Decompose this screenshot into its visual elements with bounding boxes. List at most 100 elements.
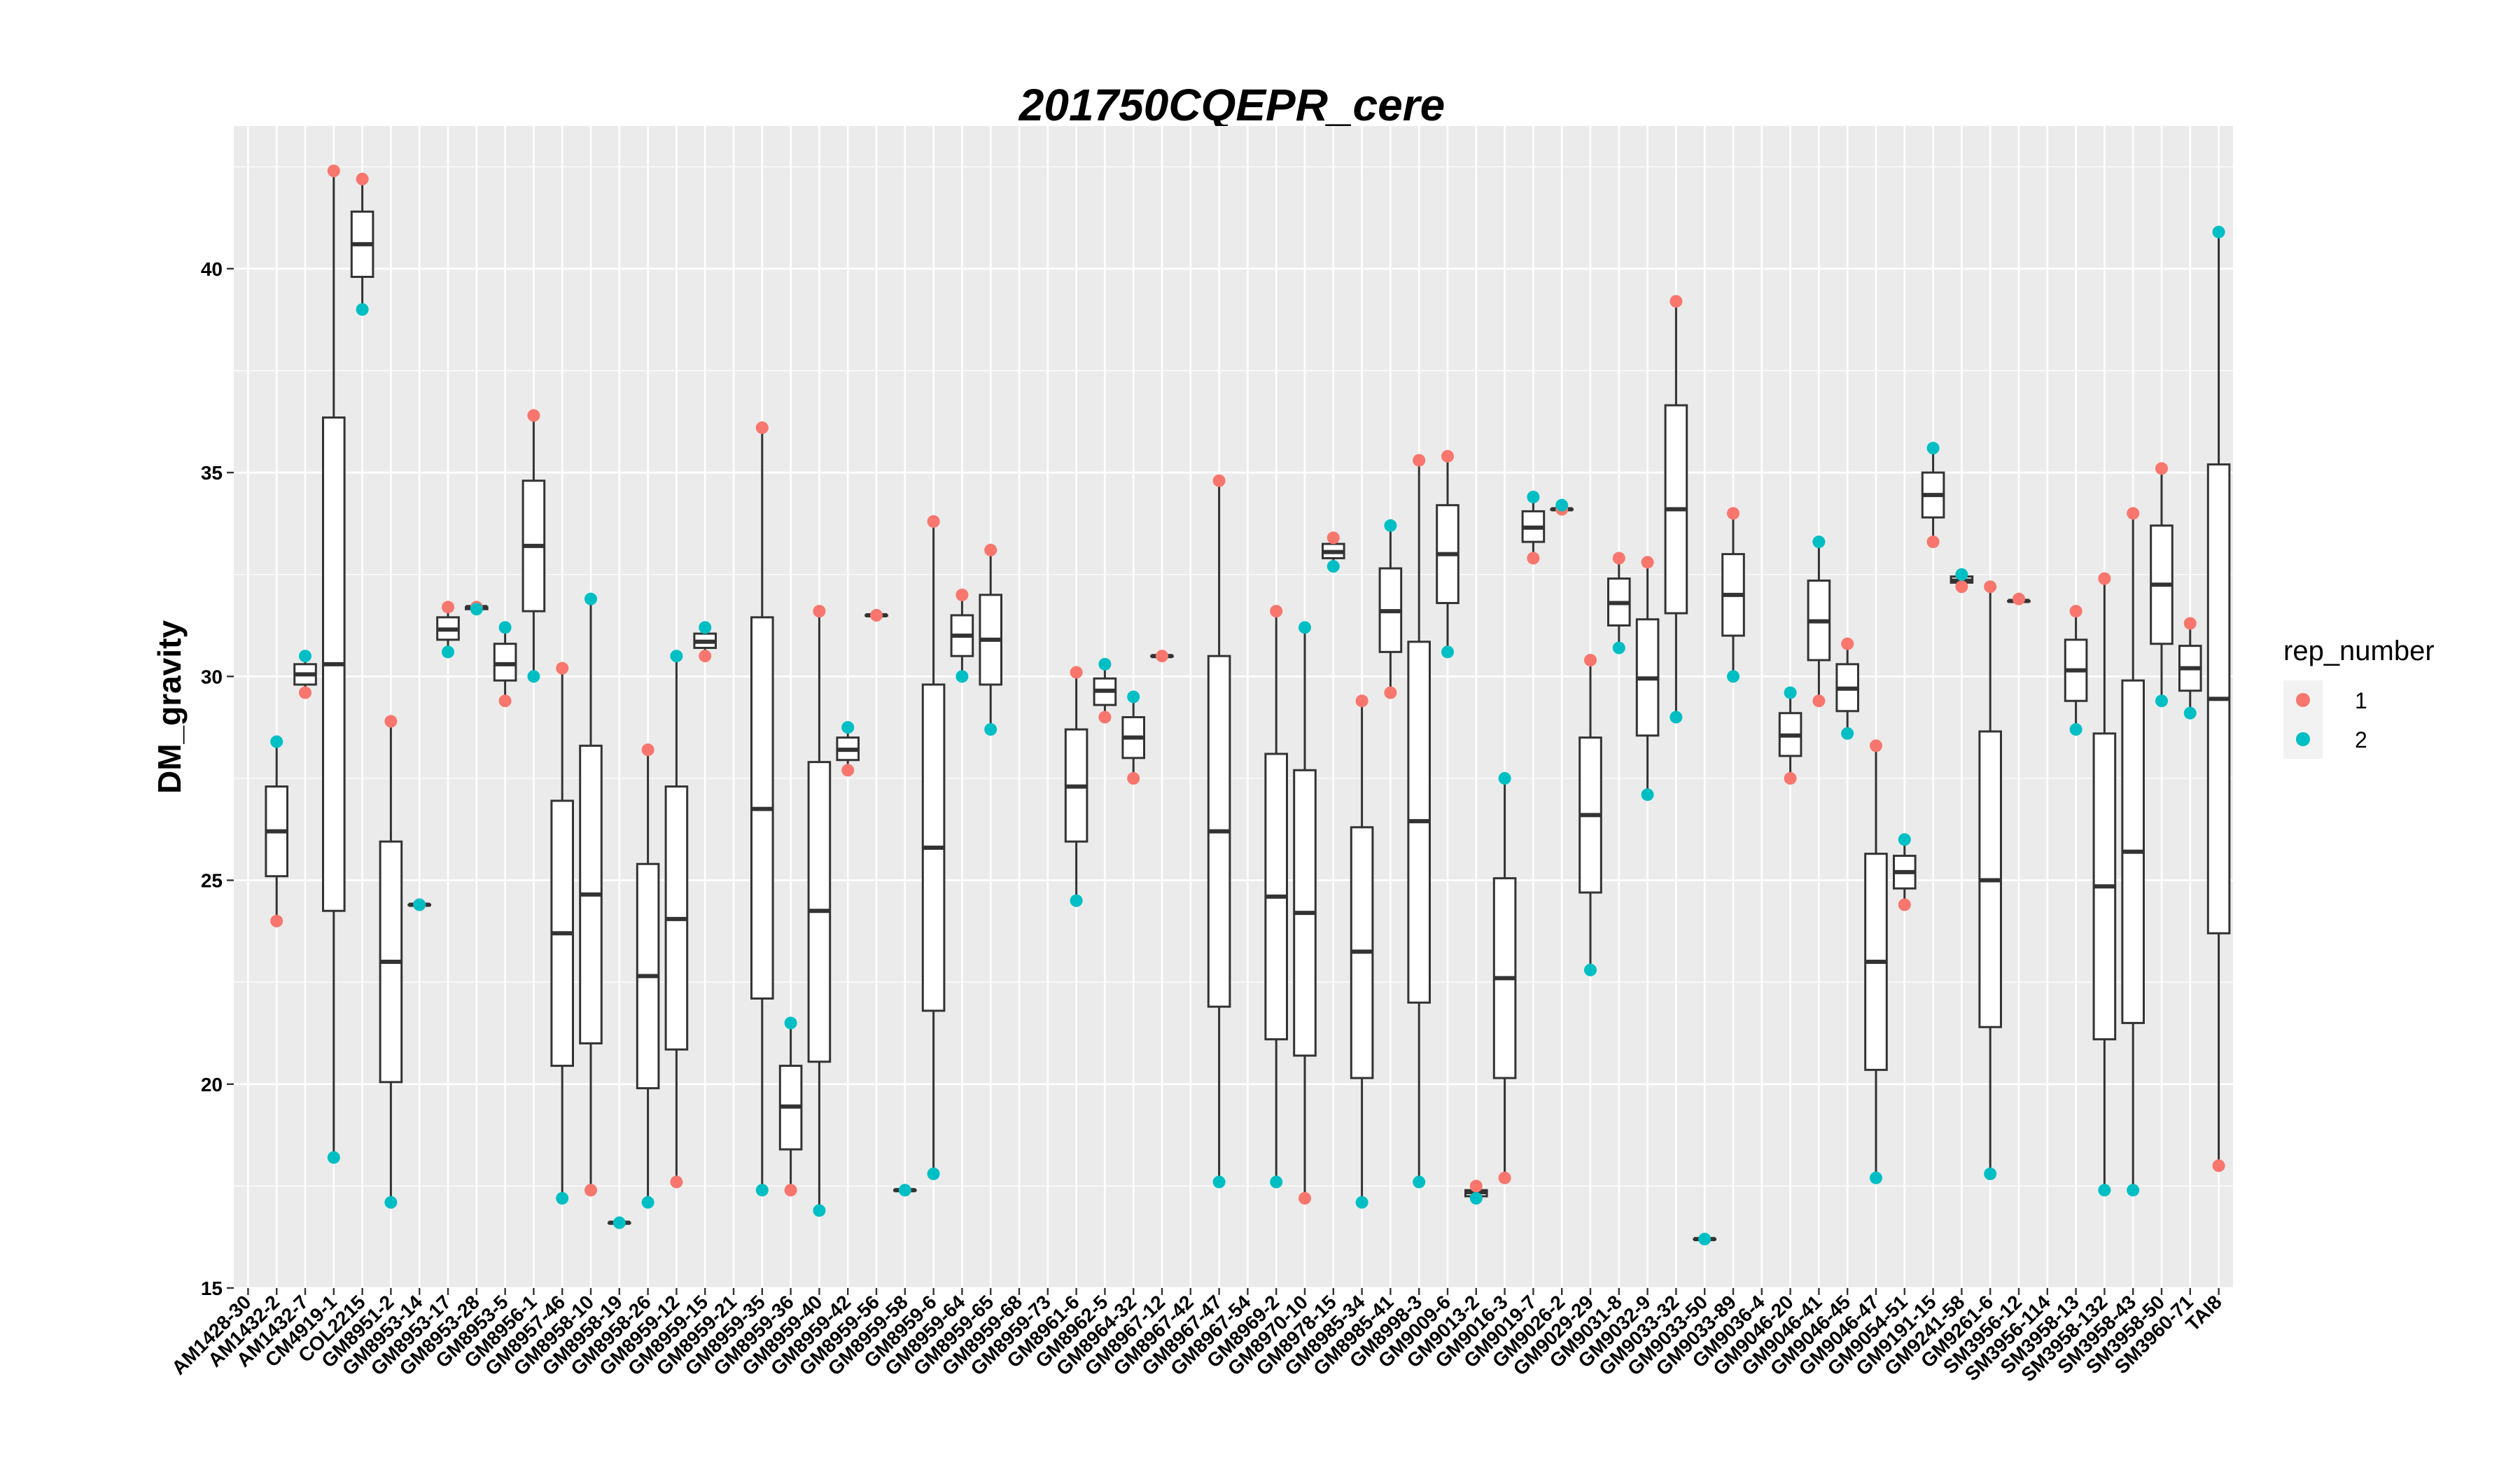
data-point-rep-2 (1727, 670, 1740, 683)
y-tick-label: 35 (201, 462, 223, 484)
boxplot (1578, 660, 1602, 970)
legend-label-1: 1 (2355, 688, 2367, 713)
data-point-rep-1 (442, 601, 454, 614)
boxplot (836, 727, 860, 771)
data-point-rep-1 (1727, 507, 1740, 520)
data-point-rep-1 (1670, 295, 1683, 308)
data-point-rep-2 (2212, 225, 2225, 239)
data-point-rep-1 (2012, 592, 2025, 606)
legend-label-2: 2 (2355, 727, 2367, 752)
data-point-rep-2 (1670, 710, 1683, 724)
y-tick-label: 40 (201, 258, 223, 280)
data-point-rep-1 (755, 421, 769, 435)
data-point-rep-2 (955, 670, 969, 683)
data-point-rep-2 (2155, 694, 2168, 708)
data-point-rep-2 (1812, 536, 1826, 549)
data-point-rep-2 (1270, 1175, 1283, 1189)
chart-title: 201750CQEPR_cere (1018, 80, 1445, 130)
data-point-rep-2 (2127, 1184, 2140, 1197)
data-point-rep-2 (641, 1196, 654, 1209)
data-point-rep-2 (813, 1204, 826, 1217)
data-point-rep-1 (1498, 1171, 1511, 1184)
data-point-rep-2 (2098, 1184, 2111, 1197)
y-tick-label: 25 (201, 870, 223, 892)
data-point-rep-2 (1841, 727, 1854, 740)
data-point-rep-1 (270, 914, 284, 927)
data-point-rep-1 (1441, 449, 1454, 463)
data-point-rep-1 (1870, 739, 1882, 752)
data-point-rep-1 (984, 543, 997, 556)
data-point-rep-1 (1812, 694, 1826, 708)
data-point-rep-1 (1527, 552, 1540, 565)
data-point-rep-1 (356, 172, 369, 186)
data-point-rep-2 (1070, 894, 1083, 907)
boxplot (1635, 562, 1660, 795)
data-point-rep-1 (1413, 454, 1426, 467)
boxplot (1978, 587, 2002, 1174)
data-point-rep-2 (442, 645, 454, 659)
data-points (270, 164, 2225, 1246)
data-point-rep-2 (2183, 706, 2197, 720)
data-point-rep-1 (1784, 771, 1797, 785)
data-point-rep-1 (1326, 531, 1340, 545)
legend-key-1 (2296, 693, 2310, 707)
data-point-rep-2 (927, 1167, 940, 1180)
boxplot (2064, 611, 2088, 730)
y-tick-label: 15 (201, 1278, 223, 1299)
data-point-rep-1 (841, 764, 855, 777)
data-point-rep-1 (1156, 650, 1168, 663)
boxplot (2150, 468, 2174, 701)
data-point-rep-2 (299, 650, 312, 663)
data-point-rep-1 (1926, 536, 1940, 549)
data-point-rep-2 (327, 1151, 340, 1164)
data-point-rep-1 (384, 715, 398, 728)
data-point-rep-1 (1984, 580, 1997, 594)
y-axis-label: DM_gravity (151, 620, 188, 794)
plot-panel (234, 126, 2233, 1289)
boxplot (1864, 746, 1888, 1178)
data-point-rep-2 (1641, 788, 1654, 802)
legend-title: rep_number (2283, 636, 2435, 666)
boxplot (1807, 542, 1831, 701)
boxplot (1921, 448, 1945, 542)
boxplot (579, 598, 603, 1191)
boxplot (1521, 497, 1546, 559)
boxplot (1264, 611, 1289, 1182)
data-point-rep-1 (527, 409, 540, 422)
boxplot (379, 721, 403, 1203)
boxplot (493, 627, 517, 701)
boxplot (1350, 701, 1374, 1203)
data-point-rep-2 (270, 735, 284, 748)
data-point-rep-1 (1841, 637, 1854, 650)
boxplot (750, 428, 774, 1191)
boxplot (778, 1023, 803, 1191)
data-point-rep-1 (1127, 771, 1140, 785)
data-point-rep-2 (1098, 657, 1112, 671)
data-point-rep-1 (1612, 552, 1625, 565)
data-point-rep-1 (299, 686, 312, 699)
boxplot (1207, 480, 1231, 1182)
data-point-rep-1 (1469, 1180, 1483, 1193)
boxplot (1378, 525, 1403, 693)
data-point-rep-2 (898, 1184, 911, 1197)
legend: rep_number 1 2 (2283, 636, 2435, 759)
data-point-rep-2 (670, 650, 683, 663)
data-point-rep-1 (584, 1184, 597, 1197)
data-point-rep-1 (1070, 666, 1083, 679)
data-point-rep-2 (584, 592, 597, 606)
data-point-rep-1 (2155, 462, 2168, 475)
data-point-rep-1 (1270, 605, 1283, 618)
boxplot (1121, 696, 1146, 778)
boxplot (550, 668, 575, 1198)
data-point-rep-1 (955, 588, 969, 601)
data-point-rep-2 (413, 898, 426, 911)
data-point-rep-2 (612, 1216, 626, 1229)
data-point-rep-1 (1384, 686, 1397, 699)
data-point-rep-1 (699, 650, 712, 663)
data-point-rep-1 (2183, 617, 2197, 630)
data-point-rep-2 (1555, 498, 1569, 512)
data-point-rep-2 (1355, 1196, 1368, 1209)
boxplot (436, 607, 460, 652)
data-point-rep-1 (784, 1184, 797, 1197)
